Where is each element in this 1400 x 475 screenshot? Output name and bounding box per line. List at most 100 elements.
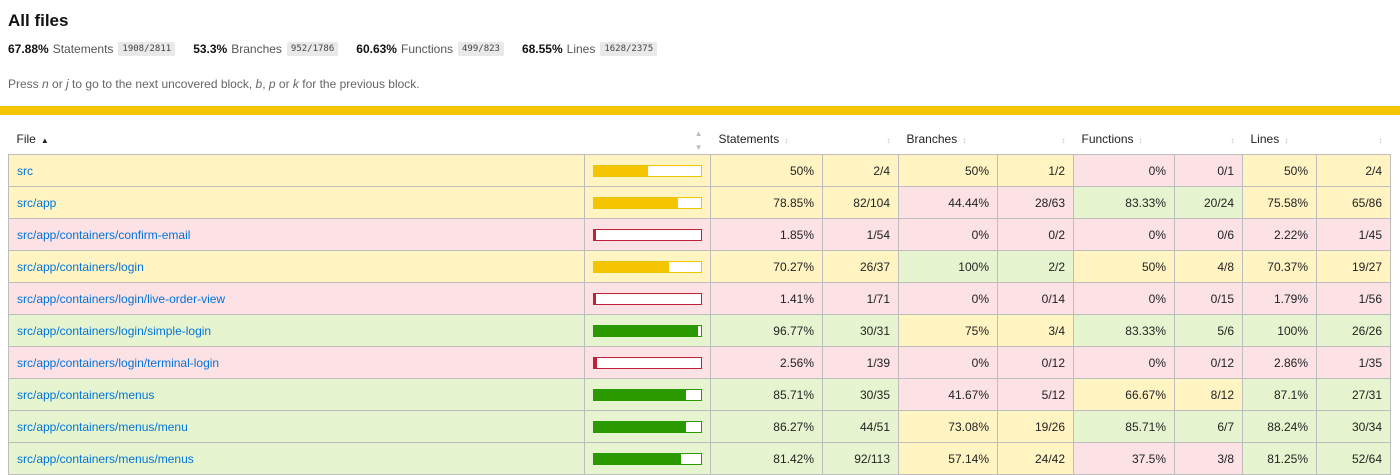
hint-text: , <box>262 77 269 91</box>
page-title: All files <box>8 11 69 30</box>
statements-fraction: 1/54 <box>822 218 899 251</box>
table-row: src/app/containers/confirm-email 1.85% 1/5… <box>8 218 1391 251</box>
summary-pct: 53.3% <box>193 42 228 56</box>
lines-fraction: 19/27 <box>1316 250 1391 283</box>
lines-pct: 1.79% <box>1242 282 1317 315</box>
header-statements[interactable]: Statements ↕ <box>711 123 823 155</box>
coverage-bar-cell <box>584 346 711 379</box>
sort-icon: ↕ <box>962 135 967 145</box>
summary-fraction: 1908/2811 <box>118 42 176 56</box>
header-statements-raw[interactable]: ↕ <box>823 123 899 155</box>
file-link[interactable]: src/app/containers/menus/menus <box>17 451 194 466</box>
functions-pct: 0% <box>1073 346 1175 379</box>
coverage-bar-cell <box>584 282 711 315</box>
functions-pct: 83.33% <box>1073 314 1175 347</box>
branches-pct: 75% <box>898 314 998 347</box>
coverage-rows: src 50% 2/4 50% 1/2 0% 0/1 50% 2/4 src/app 78.85% 8… <box>8 154 1391 475</box>
header-branches-raw[interactable]: ↕ <box>998 123 1074 155</box>
branches-pct: 41.67% <box>898 378 998 411</box>
report-header: All files 67.88% Statements 1908/2811 53… <box>0 0 1400 93</box>
summary-pct: 68.55% <box>521 42 563 56</box>
functions-pct: 0% <box>1073 154 1175 187</box>
coverage-bar-fill <box>594 325 698 336</box>
table-row: src/app/containers/login/terminal-login 2… <box>8 346 1391 379</box>
coverage-bar-fill <box>594 197 679 208</box>
lines-fraction: 1/56 <box>1316 282 1391 315</box>
hint-key: j <box>66 77 69 91</box>
lines-fraction: 26/26 <box>1316 314 1391 347</box>
hint-key: n <box>42 77 49 91</box>
coverage-bar-fill <box>594 165 648 176</box>
summary-fraction: 952/1786 <box>286 42 339 56</box>
keyboard-hint: Press n or j to go to the next uncovered… <box>8 77 1392 93</box>
header-functions-raw[interactable]: ↕ <box>1175 123 1243 155</box>
header-lines[interactable]: Lines ↕ <box>1243 123 1317 155</box>
branches-pct: 50% <box>898 154 998 187</box>
header-bar[interactable]: ▲ ▼ <box>585 123 711 155</box>
lines-pct: 70.37% <box>1242 250 1317 283</box>
file-link[interactable]: src/app/containers/login/simple-login <box>17 323 212 338</box>
file-cell: src/app <box>8 186 585 219</box>
summary-branches: 53.3% Branches 952/1786 <box>193 42 339 56</box>
file-cell: src/app/containers/login/live-order-view <box>8 282 585 315</box>
hint-text: or <box>275 77 293 91</box>
summary-fraction: 1628/2375 <box>600 42 658 56</box>
file-link[interactable]: src/app/containers/login/live-order-view <box>17 291 226 306</box>
table-row: src/app/containers/menus/menu 86.27% 44/51… <box>8 410 1391 443</box>
coverage-bar <box>593 228 702 241</box>
header-functions[interactable]: Functions ↕ <box>1074 123 1175 155</box>
sort-icon: ↕ <box>886 135 891 145</box>
file-link[interactable]: src <box>17 163 33 178</box>
header-label: Statements <box>718 131 780 146</box>
file-link[interactable]: src/app/containers/login <box>17 259 144 274</box>
table-row: src/app/containers/login/live-order-view… <box>8 282 1391 315</box>
header-label: Lines <box>1250 131 1280 146</box>
coverage-bar-fill <box>594 389 686 400</box>
hint-text: Press <box>8 77 43 91</box>
lines-pct: 87.1% <box>1242 378 1317 411</box>
branches-fraction: 0/12 <box>997 346 1074 379</box>
statements-pct: 85.71% <box>710 378 823 411</box>
statements-pct: 78.85% <box>710 186 823 219</box>
functions-fraction: 4/8 <box>1174 250 1243 283</box>
file-link[interactable]: src/app/containers/confirm-email <box>17 227 191 242</box>
coverage-bar-cell <box>584 154 711 187</box>
sort-icon: ↕ <box>1061 135 1066 145</box>
file-link[interactable]: src/app/containers/menus <box>17 387 155 402</box>
sort-icon: ↕ <box>1138 135 1143 145</box>
coverage-bar <box>593 292 702 305</box>
summary-label: Branches <box>231 42 282 56</box>
summary-pct: 60.63% <box>356 42 397 56</box>
branches-pct: 0% <box>898 282 998 315</box>
file-link[interactable]: src/app/containers/menus/menu <box>17 419 188 434</box>
statements-fraction: 44/51 <box>822 410 899 443</box>
lines-pct: 88.24% <box>1242 410 1317 443</box>
functions-fraction: 0/12 <box>1174 346 1243 379</box>
file-link[interactable]: src/app <box>17 195 57 210</box>
table-row: src/app/containers/login 70.27% 26/37 100% 2… <box>8 250 1391 283</box>
coverage-bar <box>593 260 702 273</box>
branches-fraction: 19/26 <box>997 410 1074 443</box>
coverage-bar <box>593 324 702 337</box>
header-branches[interactable]: Branches ↕ <box>899 123 998 155</box>
file-cell: src/app/containers/login/simple-login <box>8 314 585 347</box>
branches-pct: 73.08% <box>898 410 998 443</box>
coverage-bar <box>593 420 702 433</box>
lines-pct: 2.22% <box>1242 218 1317 251</box>
file-link[interactable]: src/app/containers/login/terminal-login <box>17 355 220 370</box>
lines-fraction: 1/45 <box>1316 218 1391 251</box>
branches-fraction: 5/12 <box>997 378 1074 411</box>
functions-fraction: 0/15 <box>1174 282 1243 315</box>
sort-asc-icon: ▲ <box>40 135 49 145</box>
table-row: src/app/containers/login/simple-login 96.… <box>8 314 1391 347</box>
header-label: Branches <box>906 131 958 146</box>
header-file[interactable]: File ▲ <box>9 123 585 155</box>
header-lines-raw[interactable]: ↕ <box>1317 123 1391 155</box>
coverage-table: File ▲ ▲ ▼ Statements ↕ ↕ Branches ↕ ↕ Funct… <box>8 123 1391 475</box>
sort-icon: ▲ ▼ <box>694 128 703 152</box>
statements-fraction: 82/104 <box>822 186 899 219</box>
functions-pct: 0% <box>1073 218 1175 251</box>
lines-fraction: 30/34 <box>1316 410 1391 443</box>
branches-pct: 44.44% <box>898 186 998 219</box>
coverage-bar <box>593 164 702 177</box>
